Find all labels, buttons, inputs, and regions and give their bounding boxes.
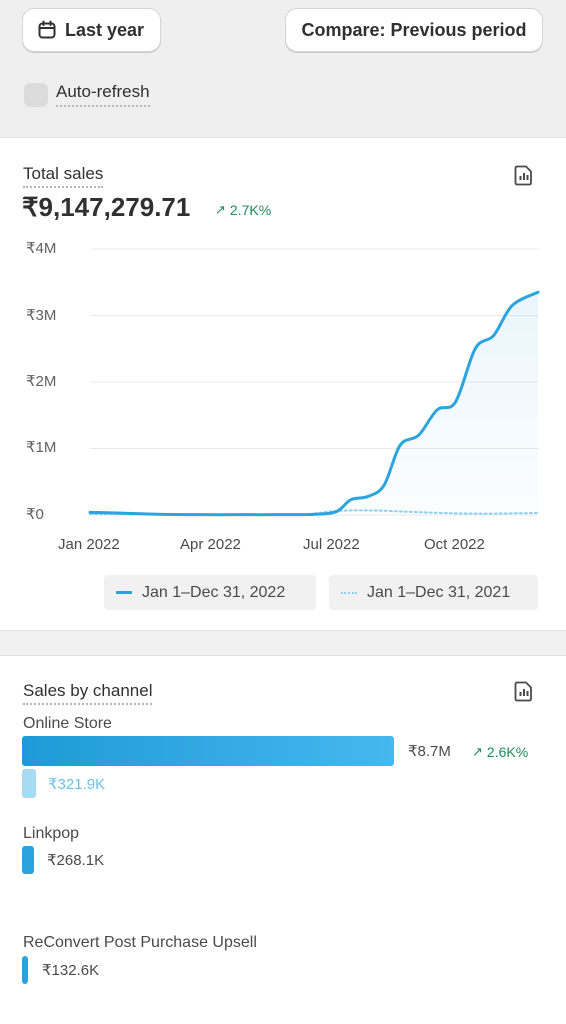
x-tick-label: Oct 2022 [424, 536, 485, 553]
channel-value: ₹8.7M [408, 743, 451, 760]
channel-name: Linkpop [23, 825, 80, 842]
sales-by-channel-card: Sales by channel Online Store ₹8.7M ↗ 2.… [0, 655, 566, 1024]
legend-label: Jan 1–Dec 31, 2021 [367, 583, 511, 601]
auto-refresh-label: Auto-refresh [56, 82, 150, 107]
total-sales-title[interactable]: Total sales [23, 164, 104, 188]
legend-swatch-solid [116, 591, 132, 594]
x-tick-label: Jan 2022 [58, 536, 120, 553]
total-sales-delta-value: 2.7K% [229, 202, 272, 218]
channel-bar[interactable] [22, 846, 34, 874]
channel-value: ₹268.1K [47, 852, 105, 869]
channel-bar[interactable] [22, 736, 394, 766]
total-sales-value: ₹9,147,279.71 [22, 192, 191, 222]
series-line-current [88, 290, 540, 517]
y-tick-label: ₹0 [26, 506, 44, 523]
report-icon[interactable] [514, 680, 534, 702]
x-tick-label: Jul 2022 [303, 536, 360, 553]
legend-item-current[interactable]: Jan 1–Dec 31, 2022 [104, 575, 316, 610]
compare-button[interactable]: Compare: Previous period [285, 8, 543, 52]
series-area [90, 292, 538, 515]
x-tick-label: Apr 2022 [180, 536, 241, 553]
y-tick-label: ₹1M [26, 439, 57, 456]
auto-refresh-toggle[interactable]: Auto-refresh [24, 82, 150, 107]
report-icon[interactable] [514, 164, 534, 186]
y-tick-label: ₹4M [26, 240, 57, 257]
date-range-label: Last year [65, 19, 145, 40]
total-sales-card: Total sales ₹9,147,279.71 ↗ 2.7K% ₹4M ₹3… [0, 137, 566, 631]
compare-label: Compare: Previous period [301, 19, 527, 40]
y-tick-label: ₹2M [26, 373, 57, 390]
toolbar: Last year Compare: Previous period Auto-… [0, 0, 566, 136]
date-range-button[interactable]: Last year [22, 8, 161, 52]
total-sales-delta: ↗ 2.7K% [215, 202, 271, 218]
channel-previous-value: ₹321.9K [48, 776, 106, 793]
legend-item-previous[interactable]: Jan 1–Dec 31, 2021 [329, 575, 538, 610]
channel-bar-previous[interactable] [22, 769, 36, 798]
channel-delta-value: 2.6K% [486, 744, 529, 760]
channel-name: Online Store [23, 715, 112, 732]
channel-name: ReConvert Post Purchase Upsell [23, 934, 257, 951]
calendar-icon [38, 20, 56, 39]
arrow-up-right-icon: ↗ [472, 744, 483, 759]
arrow-up-right-icon: ↗ [215, 202, 226, 217]
legend-swatch-dotted [341, 591, 357, 594]
channel-value: ₹132.6K [42, 962, 100, 979]
y-tick-label: ₹3M [26, 307, 57, 324]
total-sales-chart[interactable] [0, 138, 566, 558]
sales-by-channel-title[interactable]: Sales by channel [23, 681, 153, 705]
legend-label: Jan 1–Dec 31, 2022 [142, 583, 286, 601]
channel-delta: ↗ 2.6K% [472, 744, 528, 760]
auto-refresh-checkbox[interactable] [24, 82, 48, 107]
channel-bar[interactable] [22, 956, 28, 984]
